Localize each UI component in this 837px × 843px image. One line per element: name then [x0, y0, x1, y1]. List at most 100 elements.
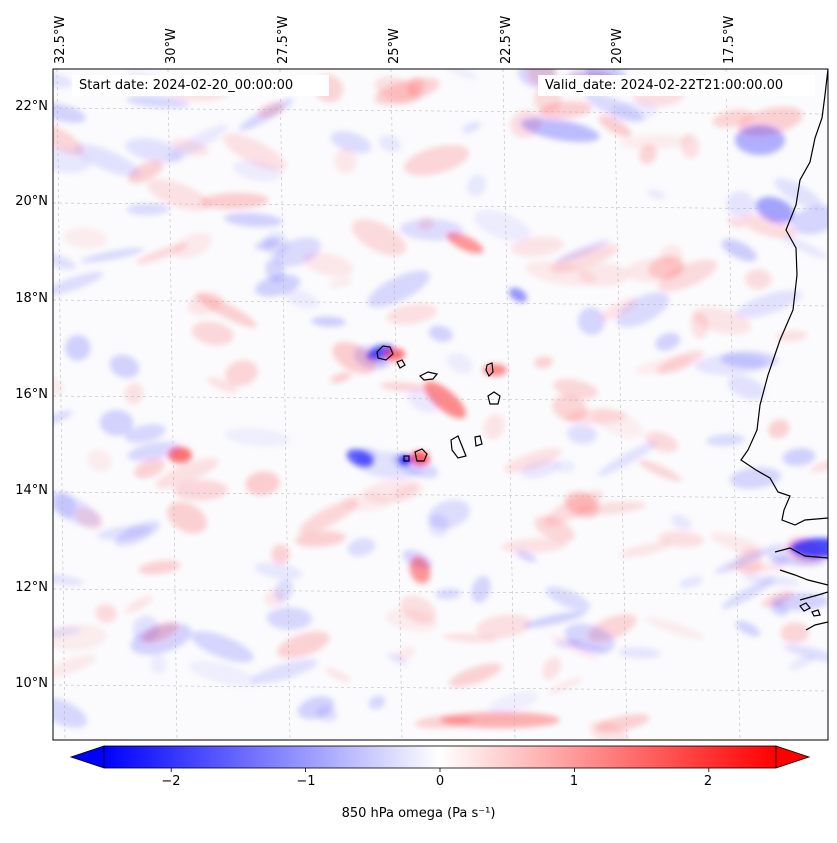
omega-contour [578, 263, 630, 287]
africa-coastline-south [774, 547, 828, 631]
omega-contour [545, 586, 591, 611]
omega-contour [342, 492, 392, 512]
omega-contour [634, 355, 693, 375]
island-santiago [450, 435, 467, 459]
omega-contour [95, 603, 117, 623]
valid-date-label: Valid_date: 2024-02-22T21:00:00.00 [538, 75, 815, 96]
omega-contour [191, 631, 254, 663]
omega-contour [378, 135, 401, 153]
omega-contour [788, 654, 816, 670]
colorbar-gradient [103, 745, 777, 769]
omega-contour [74, 507, 103, 530]
omega-contour [254, 274, 301, 297]
omega-contour [483, 364, 507, 376]
omega-contour [53, 102, 86, 123]
lon-label: 20°W [610, 28, 625, 64]
island-brava [403, 455, 410, 462]
omega-contour [294, 530, 346, 548]
omega-contour [618, 647, 661, 659]
omega-contour [435, 588, 462, 600]
omega-contour [548, 677, 584, 695]
omega-contour [510, 236, 564, 257]
omega-contour [646, 189, 666, 200]
omega-contour [577, 307, 605, 336]
omega-contour [791, 205, 828, 235]
omega-contour [255, 238, 281, 250]
meridian-line [167, 69, 178, 740]
omega-contour [222, 133, 287, 172]
omega-contour [809, 460, 828, 472]
omega-contour [332, 341, 376, 374]
omega-contour [567, 641, 610, 655]
meridian-line [390, 69, 403, 740]
omega-contour [396, 646, 416, 660]
omega-contour [772, 556, 826, 567]
omega-contour [706, 434, 745, 447]
omega-contour [368, 695, 386, 710]
colorbar-tick-label: −2 [161, 774, 181, 789]
omega-contour [166, 501, 208, 534]
omega-contour [645, 617, 706, 640]
colorbar-tick-label: 2 [703, 774, 713, 789]
omega-contour [658, 259, 718, 292]
omega-contour [473, 209, 531, 242]
omega-contour [80, 247, 145, 263]
omega-contour [428, 514, 449, 538]
omega-contour [445, 69, 479, 80]
omega-contour [520, 117, 600, 143]
omega-contour [428, 325, 453, 342]
omega-contour [735, 620, 761, 637]
meridian-line [613, 69, 628, 740]
omega-contour [367, 270, 430, 308]
lat-label: 20°N [15, 194, 48, 209]
island-fogo [414, 448, 428, 462]
omega-contour [172, 232, 213, 259]
omega-contour [53, 573, 84, 586]
africa-coastline [740, 69, 828, 526]
omega-contour [555, 239, 611, 264]
omega-contour [609, 101, 658, 122]
omega-contour [409, 556, 431, 584]
omega-contour [224, 212, 283, 227]
omega-contour [53, 410, 73, 427]
omega-contour [195, 293, 257, 328]
omega-contour [146, 179, 211, 211]
omega-contour [141, 621, 179, 643]
start-date-label: Start date: 2024-02-20_00:00:00 [72, 75, 329, 96]
omega-contour [424, 381, 466, 419]
omega-contour [467, 174, 486, 197]
omega-contour [174, 480, 228, 501]
omega-contour [638, 459, 682, 482]
omega-contour [735, 290, 802, 319]
lon-label: 32.5°W [53, 15, 68, 64]
omega-contour [655, 332, 681, 351]
omega-contour [206, 377, 239, 394]
omega-contour [324, 667, 352, 683]
colorbar-extend-max [775, 745, 811, 769]
omega-contour [65, 334, 91, 361]
omega-contour [53, 654, 97, 679]
lat-label: 18°N [15, 291, 48, 306]
omega-contour [448, 663, 502, 688]
omega-contour [772, 593, 828, 611]
omega-contour [446, 352, 473, 374]
meridian-line [725, 69, 741, 740]
omega-contour [440, 712, 560, 728]
omega-contour [191, 321, 234, 346]
omega-contour [552, 394, 587, 422]
omega-contour [124, 424, 166, 444]
omega-contour [727, 217, 744, 228]
omega-contour [271, 544, 290, 565]
omega-contour [135, 243, 188, 264]
omega-contour [200, 192, 269, 210]
colorbar-tick-label: 0 [435, 774, 445, 789]
island-boa-vista [487, 391, 501, 405]
omega-contour [168, 447, 192, 463]
island-sal [485, 362, 494, 378]
omega-contour [53, 120, 84, 155]
omega-contour [138, 560, 181, 575]
omega-contour [346, 449, 374, 467]
omega-contour [245, 471, 280, 496]
